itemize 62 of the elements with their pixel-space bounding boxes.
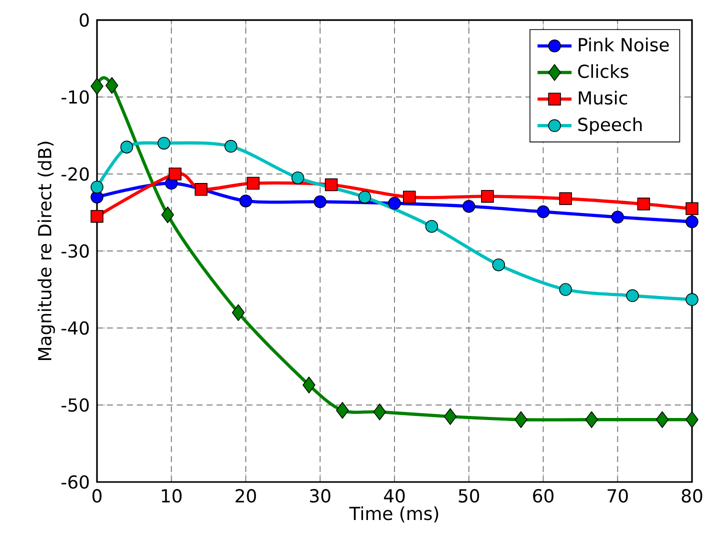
point — [536, 205, 550, 218]
point — [324, 178, 338, 192]
point — [637, 198, 650, 210]
y-tick-label: -30 — [62, 244, 89, 258]
point — [611, 210, 624, 224]
point — [388, 196, 401, 210]
point — [232, 304, 245, 321]
x-tick-label: 50 — [458, 489, 480, 503]
x-tick-label: 20 — [236, 489, 256, 503]
y-tick-label: -20 — [62, 167, 89, 181]
point — [239, 194, 252, 208]
point — [402, 190, 416, 204]
point — [90, 180, 104, 194]
y-tick-label: -50 — [62, 398, 89, 412]
point — [559, 192, 572, 206]
legend-label: Clicks — [578, 64, 628, 78]
point — [686, 215, 698, 228]
legend-label: Pink Noise — [578, 38, 669, 52]
x-tick-label: 80 — [682, 489, 702, 503]
point — [106, 77, 118, 94]
point — [444, 408, 457, 425]
point — [686, 293, 698, 306]
legend-label: Music — [578, 90, 628, 105]
y-tick-label: 0 — [80, 13, 89, 27]
point — [373, 404, 386, 420]
point — [626, 289, 639, 302]
point — [224, 140, 238, 153]
point — [481, 190, 494, 203]
point — [559, 283, 572, 296]
x-tick-label: 30 — [310, 489, 330, 503]
point — [291, 171, 304, 184]
point — [514, 411, 528, 428]
y-tick-label: -40 — [62, 321, 89, 335]
point — [120, 140, 134, 154]
point — [90, 210, 104, 223]
point — [656, 411, 669, 428]
x-tick-label: 60 — [533, 489, 554, 503]
point — [90, 78, 104, 95]
point — [302, 376, 316, 394]
point — [492, 258, 505, 272]
point — [161, 206, 174, 224]
point — [194, 183, 208, 196]
x-tick-label: 40 — [384, 489, 405, 503]
point — [585, 411, 598, 428]
point — [158, 136, 170, 150]
point — [336, 402, 349, 419]
point — [686, 411, 698, 428]
point — [462, 200, 476, 213]
y-tick-label: -10 — [62, 90, 89, 104]
legend-label: Speech — [578, 117, 642, 135]
x-tick-label: 70 — [608, 489, 628, 503]
point — [168, 168, 182, 180]
y-axis-title: Magnitude re Direct (dB) — [38, 142, 55, 360]
point — [686, 202, 698, 216]
point — [246, 176, 260, 190]
x-tick-label: 10 — [162, 489, 182, 503]
point — [358, 190, 372, 204]
x-axis-title: Time (ms) — [349, 506, 438, 522]
y-tick-label: -60 — [62, 475, 89, 489]
point — [425, 220, 438, 233]
x-tick-label: 0 — [92, 489, 102, 503]
point — [314, 195, 326, 208]
